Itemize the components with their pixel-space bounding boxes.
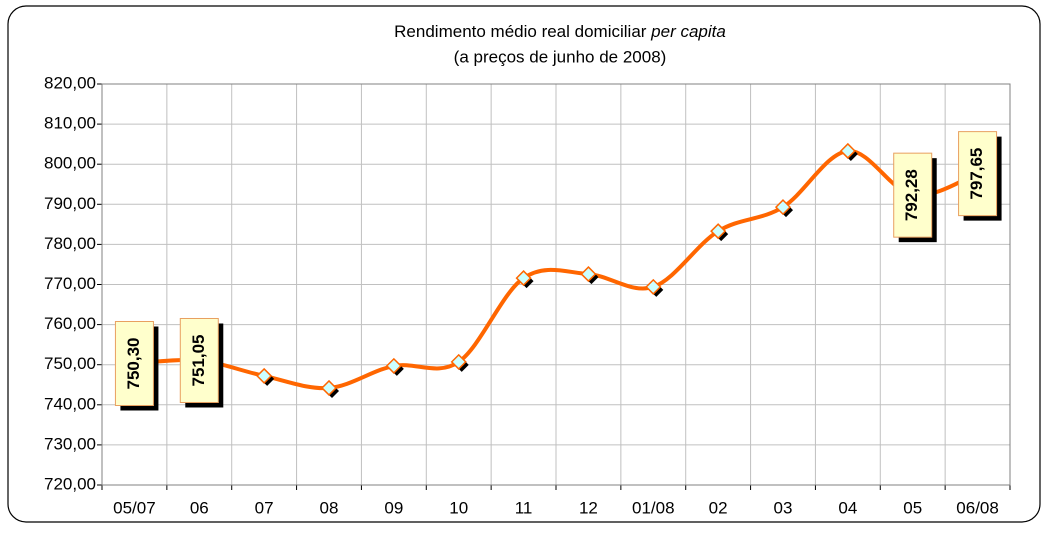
y-tick-label: 780,00 (44, 234, 96, 253)
x-tick-label: 02 (709, 498, 728, 517)
chart-title: Rendimento médio real domiciliar per cap… (394, 22, 726, 41)
x-tick-label: 08 (320, 498, 339, 517)
x-tick-label: 10 (449, 498, 468, 517)
y-tick-label: 750,00 (44, 354, 96, 373)
marker (320, 379, 338, 397)
y-tick-label: 770,00 (44, 274, 96, 293)
chart-subtitle: (a preços de junho de 2008) (454, 47, 667, 66)
x-tick-label: 05/07 (113, 498, 156, 517)
marker (385, 357, 402, 374)
data-label: 792,28 (902, 169, 921, 221)
x-tick-label: 07 (255, 498, 274, 517)
data-label: 750,30 (124, 337, 143, 389)
marker (515, 270, 532, 287)
marker (256, 367, 273, 384)
y-tick-label: 740,00 (44, 394, 96, 413)
y-tick-label: 790,00 (44, 194, 96, 213)
data-label: 751,05 (189, 334, 208, 386)
label-box (958, 131, 998, 217)
x-tick-label: 09 (384, 498, 403, 517)
label-box (179, 317, 219, 403)
x-tick-label: 05 (903, 498, 922, 517)
plot-area (101, 83, 1011, 486)
y-tick-label: 720,00 (44, 474, 96, 493)
y-tick-label: 820,00 (44, 73, 96, 92)
y-tick-label: 810,00 (44, 114, 96, 133)
chart-frame (7, 5, 1041, 523)
label-box (893, 152, 933, 238)
x-tick-label: 12 (579, 498, 598, 517)
label-box (114, 320, 154, 406)
x-tick-label: 03 (774, 498, 793, 517)
marker (645, 278, 662, 295)
x-tick-label: 11 (515, 498, 533, 517)
y-tick-label: 730,00 (44, 434, 96, 453)
title-emphasis: per capita (650, 22, 726, 41)
x-tick-label: 06/08 (956, 498, 999, 517)
marker (774, 199, 792, 216)
marker (710, 223, 727, 240)
title-text: Rendimento médio real domiciliar (394, 22, 647, 41)
data-label: 797,65 (967, 148, 986, 200)
x-tick-label: 01/08 (632, 498, 675, 517)
x-tick-label: 06 (190, 498, 209, 517)
marker (580, 266, 597, 283)
y-tick-label: 760,00 (44, 314, 96, 333)
x-tick-label: 04 (838, 498, 857, 517)
marker (450, 353, 467, 370)
marker (839, 142, 856, 160)
y-tick-label: 800,00 (44, 154, 96, 173)
